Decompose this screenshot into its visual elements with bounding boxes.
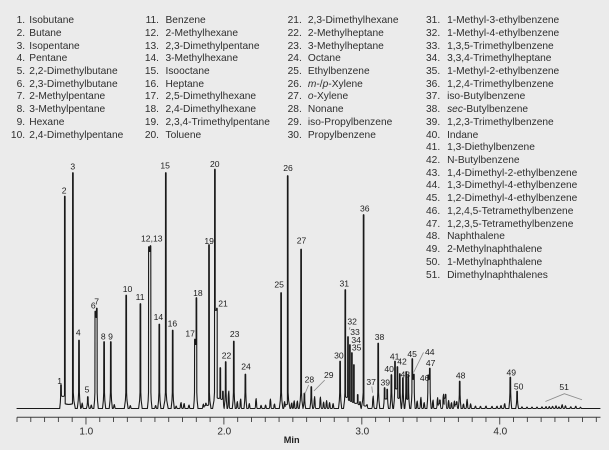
svg-text:51: 51: [559, 382, 569, 392]
svg-text:39: 39: [381, 377, 391, 387]
svg-text:20: 20: [210, 159, 220, 169]
svg-text:4: 4: [76, 328, 81, 338]
svg-text:22: 22: [222, 351, 232, 361]
svg-text:9: 9: [108, 331, 113, 341]
svg-text:2: 2: [62, 185, 67, 195]
svg-text:12,13: 12,13: [141, 234, 163, 244]
svg-text:40: 40: [384, 364, 394, 374]
svg-text:7: 7: [94, 296, 99, 306]
svg-text:46: 46: [420, 373, 430, 383]
svg-text:34: 34: [351, 335, 361, 345]
svg-text:30: 30: [334, 350, 344, 360]
svg-text:16: 16: [168, 318, 178, 328]
svg-text:43: 43: [401, 369, 411, 379]
svg-text:24: 24: [241, 362, 251, 372]
svg-text:50: 50: [514, 381, 524, 391]
svg-text:19: 19: [204, 236, 214, 246]
svg-text:17: 17: [185, 328, 195, 338]
svg-text:6: 6: [91, 301, 96, 311]
svg-text:26: 26: [283, 163, 293, 173]
svg-text:29: 29: [324, 370, 334, 380]
svg-text:11: 11: [136, 292, 145, 302]
svg-text:10: 10: [123, 284, 133, 294]
svg-text:18: 18: [193, 288, 203, 298]
svg-text:27: 27: [297, 235, 307, 245]
svg-text:45: 45: [407, 349, 417, 359]
svg-text:38: 38: [375, 332, 385, 342]
svg-text:25: 25: [274, 279, 284, 289]
svg-text:49: 49: [507, 367, 517, 377]
svg-text:35: 35: [352, 342, 362, 352]
svg-text:4.0: 4.0: [493, 427, 507, 438]
svg-text:5: 5: [85, 384, 90, 394]
svg-text:44: 44: [425, 347, 435, 357]
svg-text:23: 23: [230, 329, 240, 339]
svg-text:Min: Min: [284, 435, 300, 445]
svg-text:8: 8: [101, 331, 106, 341]
svg-text:48: 48: [456, 371, 466, 381]
svg-text:15: 15: [160, 161, 170, 171]
svg-text:33: 33: [350, 327, 360, 337]
svg-text:28: 28: [305, 375, 315, 385]
svg-text:36: 36: [360, 204, 370, 214]
svg-text:47: 47: [426, 358, 436, 368]
svg-text:1: 1: [57, 376, 62, 386]
svg-text:14: 14: [154, 312, 164, 322]
svg-text:2.0: 2.0: [217, 427, 231, 438]
svg-text:3.0: 3.0: [355, 427, 369, 438]
svg-text:37: 37: [366, 377, 376, 387]
svg-text:32: 32: [347, 316, 357, 326]
svg-text:31: 31: [340, 278, 350, 288]
svg-text:41: 41: [390, 351, 400, 361]
svg-text:3: 3: [70, 161, 75, 171]
svg-text:21: 21: [218, 298, 228, 308]
svg-text:42: 42: [397, 357, 407, 367]
svg-text:1.0: 1.0: [79, 427, 93, 438]
